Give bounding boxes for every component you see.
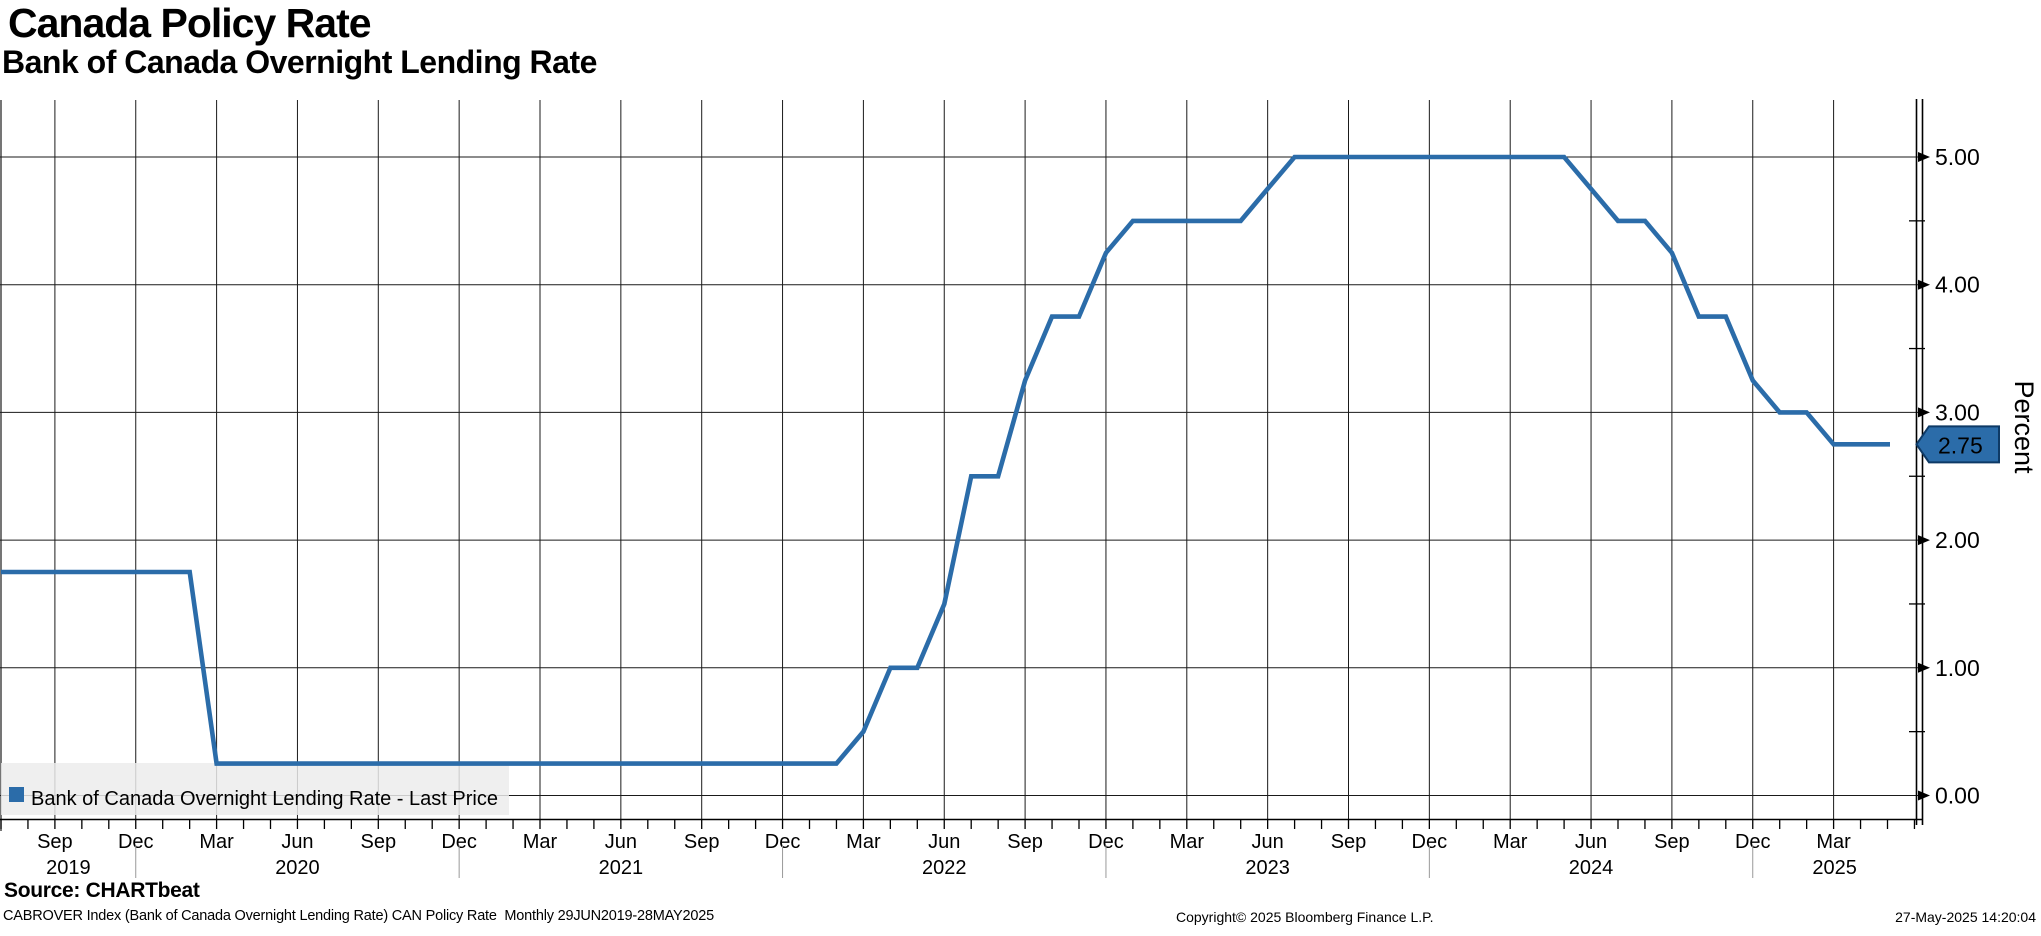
x-tick-label: Jun [1575, 831, 1607, 853]
x-tick-label: Dec [118, 831, 154, 853]
legend-box [1, 763, 509, 815]
x-tick-label: Sep [1654, 831, 1690, 853]
year-label: 2020 [275, 857, 320, 879]
x-tick-label: Mar [1493, 831, 1528, 853]
x-tick-label: Mar [199, 831, 234, 853]
x-tick-label: Sep [1331, 831, 1367, 853]
rate-line [1, 154, 1890, 766]
x-tick-label: Jun [281, 831, 313, 853]
x-tick-label: Sep [1007, 831, 1043, 853]
page-subtitle: Bank of Canada Overnight Lending Rate [2, 44, 597, 80]
legend-label: Bank of Canada Overnight Lending Rate - … [31, 788, 498, 810]
y-tick-arrow [1918, 535, 1930, 546]
x-tick-label: Dec [1735, 831, 1771, 853]
x-tick-label: Mar [1816, 831, 1851, 853]
y-axis-title: Percent [2009, 380, 2039, 474]
x-tick-label: Jun [928, 831, 960, 853]
last-price-badge [1915, 425, 2000, 464]
y-tick-label: 2.00 [1935, 527, 1980, 553]
x-tick-label: Dec [441, 831, 477, 853]
x-tick-label: Mar [846, 831, 881, 853]
x-tick-label: Mar [1170, 831, 1205, 853]
legend-swatch [9, 787, 24, 802]
y-tick-label: 4.00 [1935, 272, 1980, 298]
year-label: 2022 [922, 857, 967, 879]
year-label: 2024 [1569, 857, 1614, 879]
x-tick-label: Sep [37, 831, 73, 853]
y-tick-arrow [1918, 279, 1930, 290]
footnote-security-description: CABROVER Index (Bank of Canada Overnight… [3, 908, 714, 924]
y-tick-arrow [1918, 152, 1930, 162]
year-label: 2019 [46, 857, 91, 879]
source-line: Source: CHARTbeat [4, 879, 200, 902]
year-label: 2021 [599, 857, 644, 879]
y-tick-label: 0.00 [1935, 783, 1980, 809]
y-tick-label: 1.00 [1935, 655, 1980, 681]
timestamp: 27-May-2025 14:20:04 [1895, 909, 2036, 925]
y-tick-arrow [1918, 662, 1930, 673]
x-tick-label: Dec [1412, 831, 1448, 853]
year-label: 2023 [1245, 857, 1290, 879]
y-tick-label: 5.00 [1935, 144, 1980, 170]
x-tick-label: Jun [605, 831, 637, 853]
x-tick-label: Sep [684, 831, 720, 853]
x-tick-label: Mar [523, 831, 558, 853]
x-tick-label: Dec [765, 831, 801, 853]
y-tick-label: 3.00 [1935, 399, 1980, 425]
x-tick-label: Sep [361, 831, 397, 853]
x-tick-label: Dec [1088, 831, 1124, 853]
x-tick-label: Jun [1252, 831, 1284, 853]
year-label: 2025 [1812, 857, 1857, 879]
y-tick-arrow [1918, 407, 1930, 418]
last-price-badge-value: 2.75 [1938, 432, 1983, 458]
copyright-line: Copyright© 2025 Bloomberg Finance L.P. [1176, 909, 1434, 925]
page-title: Canada Policy Rate [8, 0, 372, 46]
y-tick-arrow [1918, 790, 1930, 801]
